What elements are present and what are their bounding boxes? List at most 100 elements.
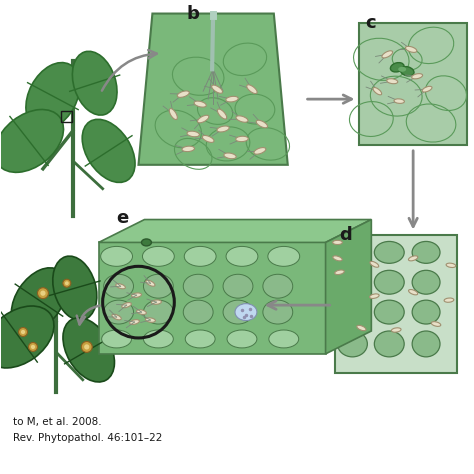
- Ellipse shape: [446, 263, 456, 267]
- Ellipse shape: [392, 328, 401, 332]
- Ellipse shape: [373, 88, 382, 95]
- Ellipse shape: [333, 240, 342, 245]
- Text: e: e: [117, 209, 129, 227]
- Ellipse shape: [227, 330, 257, 348]
- Ellipse shape: [409, 290, 418, 295]
- Ellipse shape: [101, 330, 131, 348]
- Ellipse shape: [184, 246, 216, 266]
- Ellipse shape: [194, 101, 206, 107]
- Ellipse shape: [269, 330, 299, 348]
- Ellipse shape: [177, 91, 189, 97]
- Ellipse shape: [444, 298, 454, 302]
- Ellipse shape: [398, 67, 406, 72]
- Ellipse shape: [116, 283, 126, 289]
- Ellipse shape: [370, 261, 379, 267]
- Ellipse shape: [223, 300, 253, 324]
- Circle shape: [37, 288, 48, 299]
- Text: d: d: [339, 227, 352, 245]
- Text: b: b: [187, 5, 200, 23]
- Ellipse shape: [122, 302, 131, 308]
- Ellipse shape: [0, 306, 54, 368]
- Polygon shape: [326, 219, 371, 354]
- Ellipse shape: [370, 294, 379, 299]
- Ellipse shape: [104, 274, 134, 298]
- Ellipse shape: [333, 256, 342, 261]
- Ellipse shape: [391, 63, 404, 72]
- Ellipse shape: [412, 270, 440, 294]
- Ellipse shape: [235, 304, 257, 320]
- Ellipse shape: [337, 300, 367, 324]
- Ellipse shape: [405, 46, 417, 53]
- Ellipse shape: [202, 136, 214, 142]
- Bar: [335, 236, 457, 373]
- Ellipse shape: [263, 300, 293, 324]
- Ellipse shape: [26, 63, 80, 130]
- Bar: [359, 24, 467, 145]
- Ellipse shape: [144, 330, 173, 348]
- Ellipse shape: [137, 310, 146, 314]
- Ellipse shape: [146, 280, 155, 286]
- Ellipse shape: [236, 116, 248, 122]
- Polygon shape: [99, 242, 326, 354]
- Circle shape: [63, 279, 71, 287]
- Ellipse shape: [63, 318, 114, 382]
- Ellipse shape: [198, 115, 209, 123]
- Circle shape: [81, 341, 92, 352]
- Ellipse shape: [217, 126, 229, 132]
- Ellipse shape: [100, 246, 133, 266]
- Ellipse shape: [182, 146, 194, 152]
- Ellipse shape: [411, 73, 423, 79]
- Circle shape: [65, 282, 69, 285]
- Ellipse shape: [143, 246, 174, 266]
- Ellipse shape: [382, 51, 392, 58]
- Ellipse shape: [263, 274, 293, 298]
- Ellipse shape: [374, 300, 404, 324]
- Ellipse shape: [53, 256, 97, 320]
- Ellipse shape: [431, 322, 441, 327]
- Ellipse shape: [226, 96, 238, 102]
- Circle shape: [31, 345, 35, 349]
- Ellipse shape: [11, 268, 66, 332]
- Ellipse shape: [409, 256, 418, 261]
- Ellipse shape: [151, 300, 162, 304]
- Ellipse shape: [131, 293, 141, 297]
- Ellipse shape: [183, 274, 213, 298]
- Ellipse shape: [357, 325, 366, 331]
- Polygon shape: [138, 14, 288, 165]
- Ellipse shape: [185, 330, 215, 348]
- Ellipse shape: [223, 274, 253, 298]
- Ellipse shape: [73, 51, 117, 115]
- Ellipse shape: [187, 131, 200, 137]
- Ellipse shape: [104, 300, 134, 324]
- Ellipse shape: [144, 300, 173, 324]
- Text: to M, et al. 2008.: to M, et al. 2008.: [13, 417, 102, 427]
- Ellipse shape: [387, 79, 398, 84]
- Ellipse shape: [218, 109, 227, 119]
- Ellipse shape: [224, 153, 236, 159]
- Polygon shape: [99, 219, 371, 242]
- Ellipse shape: [374, 331, 404, 357]
- Text: c: c: [365, 15, 376, 33]
- Circle shape: [28, 342, 37, 351]
- Ellipse shape: [256, 120, 267, 128]
- Ellipse shape: [412, 300, 440, 324]
- Ellipse shape: [129, 319, 139, 324]
- Ellipse shape: [146, 318, 155, 322]
- Ellipse shape: [394, 99, 404, 103]
- Ellipse shape: [374, 241, 404, 264]
- Ellipse shape: [0, 109, 64, 173]
- Ellipse shape: [254, 147, 266, 154]
- Ellipse shape: [169, 109, 177, 119]
- Ellipse shape: [247, 85, 257, 93]
- Ellipse shape: [141, 239, 151, 246]
- Ellipse shape: [82, 119, 135, 182]
- Ellipse shape: [211, 85, 223, 93]
- Ellipse shape: [401, 66, 414, 76]
- Ellipse shape: [183, 300, 213, 324]
- Circle shape: [84, 344, 90, 349]
- Bar: [61, 111, 72, 122]
- Ellipse shape: [412, 331, 440, 357]
- Ellipse shape: [412, 241, 440, 264]
- Circle shape: [18, 328, 27, 337]
- Ellipse shape: [374, 270, 404, 294]
